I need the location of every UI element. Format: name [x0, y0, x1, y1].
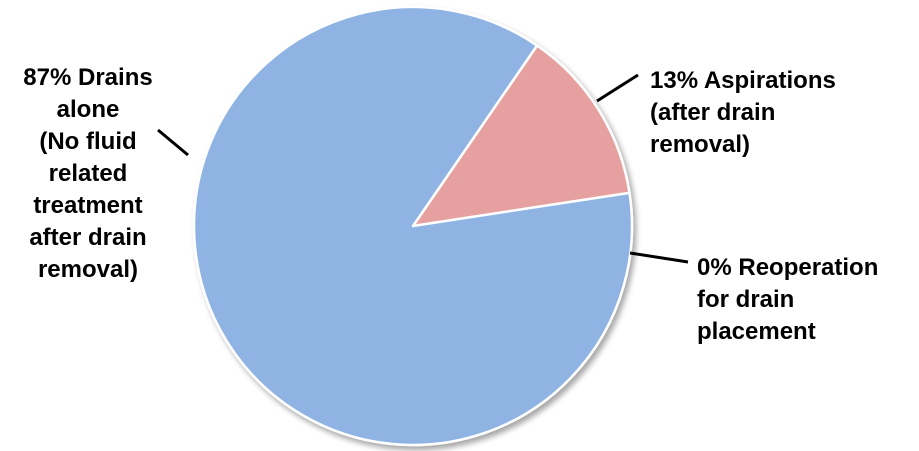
- leader-line-1: [629, 251, 689, 264]
- slice-label-line: removal): [650, 131, 750, 158]
- leader-lines: [157, 73, 689, 264]
- slice-label-line: 87% Drains: [23, 64, 152, 91]
- slice-labels: 13% Aspirations (after drain removal) 0% Re…: [23, 64, 878, 345]
- slice-label-0: 13% Aspirations (after drain removal): [650, 67, 836, 158]
- slice-label-line: for drain: [697, 286, 794, 313]
- slice-label-line: related: [49, 160, 128, 187]
- slice-label-line: 13% Aspirations: [650, 67, 836, 94]
- pie-slice-2: [192, 5, 634, 447]
- slice-label-line: (No fluid: [39, 128, 136, 155]
- slice-label-line: removal): [38, 256, 138, 283]
- pie-slices: [192, 5, 634, 447]
- leader-line-0: [596, 73, 639, 103]
- slice-label-2: 87% Drains alone (No fluid related treatment…: [23, 64, 152, 283]
- leader-line-2: [157, 128, 189, 157]
- slice-label-line: after drain: [29, 224, 146, 251]
- pie-slice-0: [411, 44, 631, 228]
- slice-label-line: treatment: [33, 192, 142, 219]
- slice-label-line: alone: [57, 96, 120, 123]
- slice-label-line: (after drain: [650, 99, 775, 126]
- slice-label-1: 0% Reoperation for drain placement: [697, 254, 878, 345]
- slice-label-line: 0% Reoperation: [697, 254, 878, 281]
- slice-label-line: placement: [697, 318, 816, 345]
